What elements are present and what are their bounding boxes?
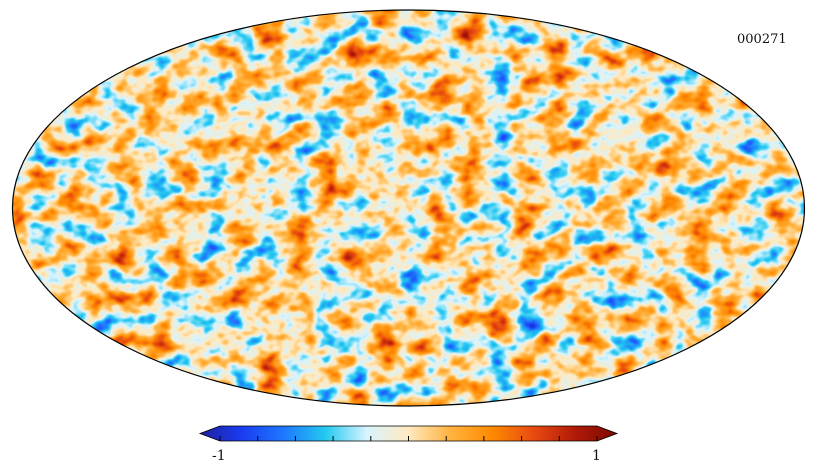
map-id-label: 000271 <box>737 32 787 47</box>
temperature-field <box>12 10 805 406</box>
sky-map <box>11 9 806 407</box>
colorbar-min-label: -1 <box>212 448 226 464</box>
colorbar <box>198 425 619 442</box>
colorbar-max-label: 1 <box>592 448 601 464</box>
colorbar-ticks <box>219 436 598 441</box>
map-border <box>11 9 806 407</box>
